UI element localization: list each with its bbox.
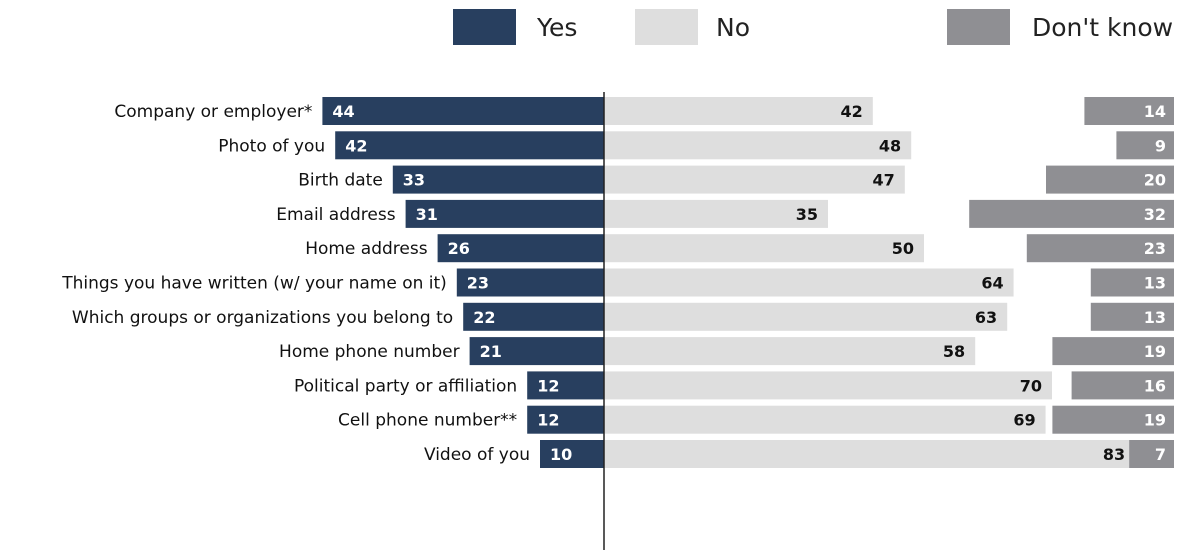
category-label: Birth date — [298, 171, 383, 191]
bar-dont-know — [1084, 97, 1174, 125]
bar-dont-know — [969, 199, 1174, 228]
data-label-dont-know: 19 — [1144, 342, 1166, 361]
data-label-yes: 26 — [448, 239, 470, 258]
legend-label-no: No — [716, 13, 750, 42]
bar-yes — [322, 97, 604, 125]
category-label: Which groups or organizations you belong… — [72, 308, 453, 328]
data-label-yes: 31 — [416, 205, 438, 224]
data-label-yes: 22 — [473, 308, 495, 327]
category-label: Photo of you — [218, 136, 325, 156]
category-label: Video of you — [424, 445, 530, 465]
data-label-yes: 10 — [550, 445, 572, 464]
bar-dont-know — [1129, 440, 1174, 468]
bar-no — [604, 97, 873, 125]
bar-yes — [469, 337, 604, 366]
bar-yes — [437, 234, 604, 263]
bar-yes — [527, 405, 604, 434]
category-label: Cell phone number** — [338, 411, 517, 431]
bar-dont-know — [1090, 268, 1174, 297]
bar-dont-know — [1090, 302, 1174, 331]
bar-yes — [463, 302, 604, 331]
bar-no — [604, 199, 828, 228]
legend-swatch-yes — [453, 9, 516, 45]
data-label-no: 69 — [1013, 411, 1035, 430]
bar-no — [604, 302, 1008, 331]
bar-no — [604, 268, 1014, 297]
bar-no — [604, 440, 1136, 468]
data-label-dont-know: 16 — [1144, 376, 1166, 395]
data-label-no: 58 — [943, 342, 965, 361]
bar-dont-know — [1046, 165, 1174, 194]
bar-yes — [392, 165, 604, 194]
bar-no — [604, 337, 976, 366]
data-label-no: 47 — [873, 171, 895, 190]
data-label-no: 70 — [1020, 376, 1042, 395]
data-label-yes: 42 — [345, 136, 367, 155]
data-label-dont-know: 32 — [1144, 205, 1166, 224]
data-label-dont-know: 7 — [1155, 445, 1166, 464]
data-label-yes: 21 — [480, 342, 502, 361]
bar-no — [604, 165, 905, 194]
data-label-no: 35 — [796, 205, 818, 224]
data-label-dont-know: 20 — [1144, 171, 1166, 190]
bar-dont-know — [1052, 337, 1174, 366]
legend-swatch-dont-know — [947, 9, 1010, 45]
data-label-dont-know: 13 — [1144, 308, 1166, 327]
category-label: Political party or affiliation — [294, 376, 517, 396]
bar-dont-know — [1116, 131, 1174, 160]
data-label-no: 48 — [879, 136, 901, 155]
data-label-yes: 23 — [467, 274, 489, 293]
legend-swatch-no — [635, 9, 698, 45]
data-label-yes: 33 — [403, 171, 425, 190]
bar-yes — [405, 199, 604, 228]
category-label: Things you have written (w/ your name on… — [61, 274, 447, 294]
data-label-dont-know: 19 — [1144, 411, 1166, 430]
bar-dont-know — [1026, 234, 1174, 263]
bar-no — [604, 371, 1052, 400]
data-label-no: 63 — [975, 308, 997, 327]
category-label: Company or employer* — [114, 102, 312, 122]
bar-yes — [456, 268, 604, 297]
data-label-no: 64 — [981, 274, 1003, 293]
data-label-dont-know: 13 — [1144, 274, 1166, 293]
category-label: Home address — [305, 239, 428, 259]
legend-label-yes: Yes — [537, 13, 578, 42]
legend: Yes No Don't know — [0, 0, 1189, 60]
bar-dont-know — [1052, 405, 1174, 434]
data-label-dont-know: 9 — [1155, 136, 1166, 155]
data-label-no: 50 — [892, 239, 914, 258]
bar-dont-know — [1071, 371, 1174, 400]
bar-yes — [540, 440, 604, 468]
data-label-dont-know: 23 — [1144, 239, 1166, 258]
data-label-no: 42 — [841, 102, 863, 121]
bar-no — [604, 131, 912, 160]
bar-yes — [527, 371, 604, 400]
data-label-dont-know: 14 — [1144, 102, 1166, 121]
bar-yes — [335, 131, 604, 160]
data-label-no: 83 — [1103, 445, 1125, 464]
data-label-yes: 44 — [332, 102, 354, 121]
data-label-yes: 12 — [537, 376, 559, 395]
bar-no — [604, 405, 1046, 434]
data-label-yes: 12 — [537, 411, 559, 430]
category-label: Home phone number — [279, 342, 460, 362]
category-label: Email address — [276, 205, 396, 225]
bar-no — [604, 234, 924, 263]
legend-label-dont-know: Don't know — [1032, 13, 1174, 42]
